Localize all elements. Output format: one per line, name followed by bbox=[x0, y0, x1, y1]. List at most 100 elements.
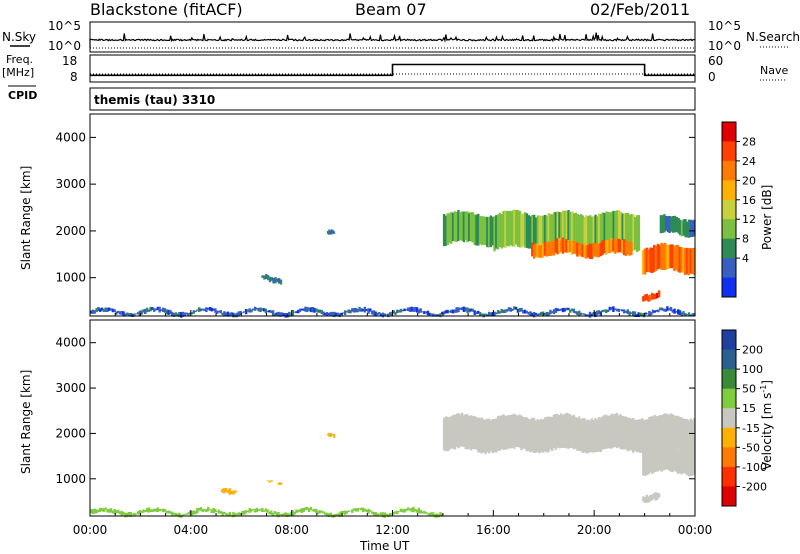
power-region-2-cell bbox=[506, 211, 509, 246]
power-region-0-cell bbox=[637, 312, 640, 317]
power-region-0-cell bbox=[324, 312, 327, 316]
velocity-region-0-cell bbox=[234, 513, 237, 516]
power-region-0-cell bbox=[201, 308, 204, 311]
velocity-region-1-cell bbox=[462, 415, 466, 447]
velocity-region-1-cell bbox=[543, 417, 547, 452]
power-region-2-cell bbox=[522, 213, 525, 247]
velocity-region-1-cell bbox=[657, 415, 660, 450]
power-region-6-cell bbox=[679, 219, 682, 236]
velocity-region-2-cell bbox=[660, 444, 663, 472]
velocity-region-0-cell bbox=[178, 512, 181, 518]
power-region-0-cell bbox=[117, 310, 120, 314]
power-region-0-cell bbox=[360, 308, 363, 312]
power-region-1-cell bbox=[444, 215, 448, 246]
power-region-0-cell bbox=[662, 308, 665, 312]
power-region-5-cell bbox=[647, 295, 650, 302]
velocity-region-0-cell bbox=[118, 511, 122, 515]
power-region-0-cell bbox=[257, 307, 260, 312]
velocity-region-0-cell bbox=[169, 511, 172, 514]
velocity-region-1-cell bbox=[614, 413, 617, 447]
power-region-0-cell bbox=[232, 312, 235, 318]
power-region-0-cell bbox=[646, 313, 649, 315]
power-region-3-cell bbox=[558, 238, 561, 254]
power-region-0-cell bbox=[356, 309, 359, 313]
noise-tick-bottom-right: 10^0 bbox=[708, 39, 741, 53]
power-colorbar-tick-label: 20 bbox=[742, 174, 756, 187]
power-region-0-cell bbox=[126, 312, 129, 316]
velocity-colorbar-tick-label: -50 bbox=[742, 441, 760, 454]
velocity-region-0-cell bbox=[430, 512, 433, 516]
power-region-1-cell bbox=[448, 213, 451, 243]
velocity-region-1-cell bbox=[639, 419, 642, 453]
velocity-ylabel: Slant Range [km] bbox=[19, 370, 33, 474]
power-region-2-cell bbox=[545, 215, 549, 250]
velocity-colorbar-cell bbox=[722, 349, 736, 370]
velocity-colorbar-label-exp: -1 bbox=[759, 385, 768, 393]
power-region-0-cell bbox=[563, 308, 566, 312]
power-region-1-cell bbox=[487, 216, 491, 248]
velocity-region-0-cell bbox=[201, 508, 204, 513]
power-region-3-cell bbox=[623, 239, 626, 256]
power-region-1-cell bbox=[451, 212, 455, 241]
power-region-0-cell bbox=[388, 312, 392, 316]
power-region-0-cell bbox=[297, 309, 300, 314]
power-region-2-cell bbox=[626, 212, 630, 249]
power-region-0-cell bbox=[551, 311, 554, 314]
power-region-0-cell bbox=[270, 310, 273, 313]
power-region-2-cell bbox=[536, 215, 540, 251]
power-region-0-cell bbox=[300, 308, 304, 311]
power-region-0-cell bbox=[199, 308, 203, 312]
power-region-3-cell bbox=[626, 242, 629, 255]
velocity-region-1-cell bbox=[487, 418, 491, 454]
velocity-region-1-cell bbox=[502, 414, 505, 450]
power-region-0-cell bbox=[585, 314, 588, 317]
power-region-4-cell bbox=[691, 248, 694, 274]
velocity-region-0-cell bbox=[100, 508, 104, 512]
power-region-0-cell bbox=[675, 310, 678, 313]
power-region-0-cell bbox=[113, 309, 116, 313]
power-region-2-cell bbox=[599, 213, 603, 249]
velocity-region-0-cell bbox=[275, 512, 278, 516]
power-region-1-cell bbox=[459, 212, 462, 240]
power-region-0-cell bbox=[376, 312, 379, 316]
velocity-region-6-cell bbox=[330, 433, 333, 437]
velocity-region-0-cell bbox=[219, 511, 222, 514]
power-region-8-cell bbox=[261, 275, 264, 278]
power-region-0-cell bbox=[394, 312, 397, 315]
power-region-3-cell bbox=[585, 245, 588, 259]
power-region-0-cell bbox=[374, 311, 377, 316]
velocity-region-0-cell bbox=[162, 508, 165, 513]
velocity-region-0-cell bbox=[131, 513, 134, 515]
power-region-0-cell bbox=[149, 306, 152, 312]
power-region-0-cell bbox=[154, 308, 158, 311]
power-region-0-cell bbox=[298, 308, 302, 312]
velocity-region-0-cell bbox=[239, 512, 242, 515]
velocity-region-0-cell bbox=[104, 507, 107, 510]
power-region-0-cell bbox=[597, 310, 601, 315]
power-region-2-cell bbox=[621, 213, 624, 247]
power-region-1-cell bbox=[469, 212, 473, 242]
power-region-5-cell bbox=[654, 293, 657, 300]
velocity-region-1-cell bbox=[560, 413, 563, 448]
velocity-region-0-cell bbox=[439, 512, 442, 516]
power-region-0-cell bbox=[496, 310, 500, 314]
power-region-0-cell bbox=[669, 306, 673, 312]
power-region-0-cell bbox=[158, 306, 161, 313]
velocity-region-2-cell bbox=[664, 444, 667, 470]
nsky-label: N.Sky bbox=[2, 30, 36, 44]
power-region-3-cell bbox=[567, 240, 570, 253]
velocity-region-4-cell bbox=[230, 491, 233, 494]
power-region-0-cell bbox=[140, 310, 143, 315]
power-region-2-cell bbox=[610, 211, 614, 246]
power-region-0-cell bbox=[608, 306, 611, 311]
power-region-0-cell bbox=[430, 313, 433, 316]
velocity-region-3-cell bbox=[654, 492, 657, 501]
velocity-region-0-cell bbox=[376, 513, 379, 516]
power-region-6-cell bbox=[670, 216, 673, 232]
power-region-0-cell bbox=[687, 312, 691, 316]
power-colorbar-tick-label: 8 bbox=[742, 233, 749, 246]
velocity-region-1-cell bbox=[525, 417, 529, 452]
velocity-region-1-cell bbox=[682, 418, 685, 453]
power-region-0-cell bbox=[259, 307, 262, 313]
power-region-2-cell bbox=[596, 216, 599, 250]
